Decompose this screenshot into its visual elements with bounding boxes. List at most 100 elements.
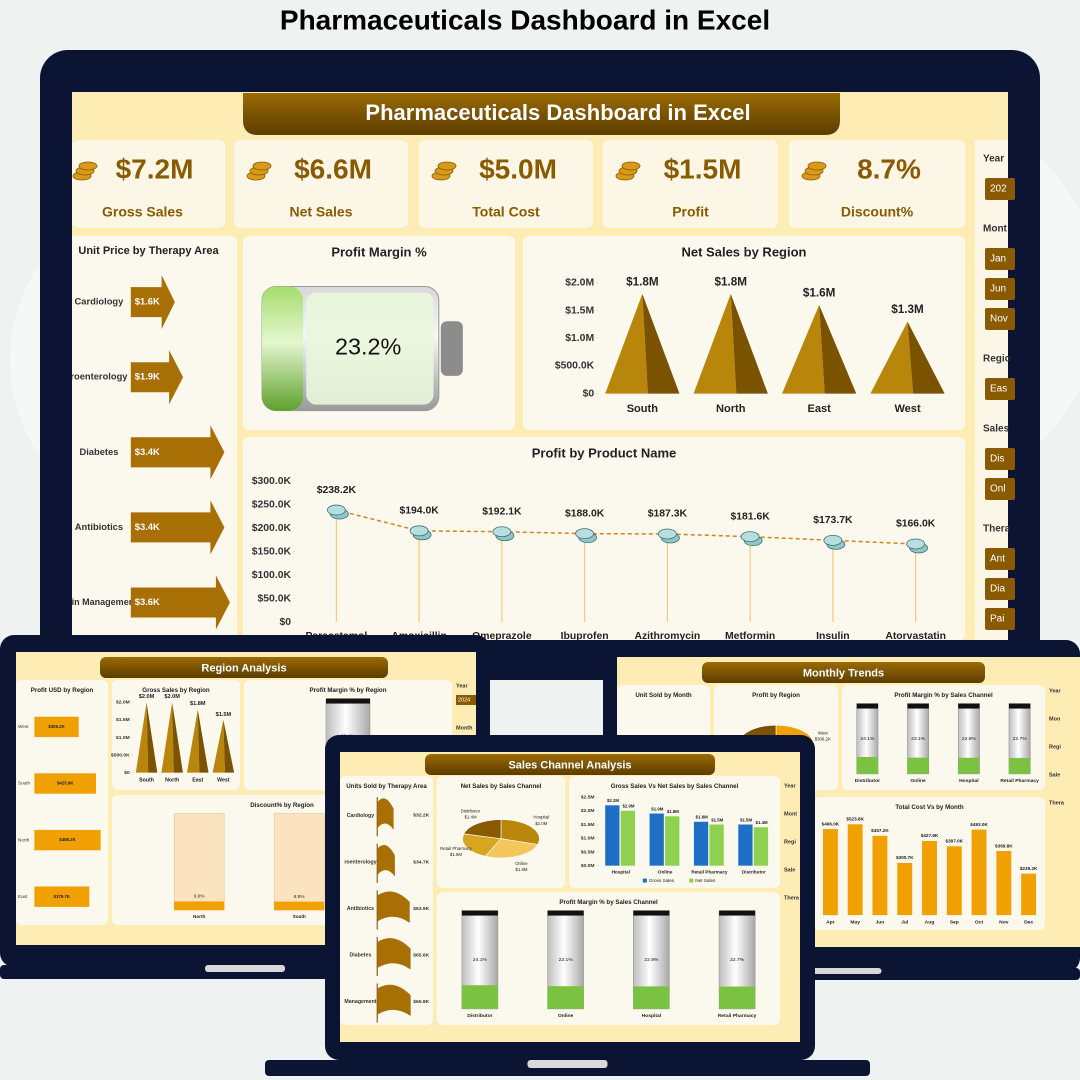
value-label: $65.6K	[413, 952, 429, 958]
banner	[243, 93, 840, 135]
kpi-icon	[252, 161, 272, 171]
x-tick-label: Atorvastatin	[885, 631, 946, 642]
value-label: $1.3M	[891, 303, 923, 316]
y-tick-label: $2.0M	[565, 278, 594, 289]
slicer-label: Year	[456, 683, 468, 689]
slicer-button[interactable]	[985, 478, 1015, 500]
slicer-button[interactable]	[985, 308, 1015, 330]
slicer-button[interactable]	[985, 178, 1015, 200]
cylinder-cap	[461, 910, 498, 916]
y-tick-label: $0	[279, 617, 291, 628]
slicer-label: Thera	[784, 895, 800, 901]
x-tick-label: East	[807, 403, 831, 415]
arrow-bar	[130, 500, 225, 555]
slicer-item: Nov	[990, 314, 1008, 325]
slicer-item: 2024	[458, 697, 470, 703]
chart-title: Gross Sales Vs Net Sales by Sales Channe…	[611, 783, 739, 790]
value-label: $2.2M	[607, 798, 619, 803]
bar	[897, 862, 913, 916]
y-tick-label: $1.0M	[565, 333, 594, 344]
x-tick-label: Dec	[1024, 919, 1033, 925]
pyramid	[870, 321, 914, 394]
x-tick-label: Aug	[925, 919, 935, 925]
arrow-bar	[130, 350, 184, 405]
category-label: Antibiotics	[347, 906, 374, 912]
slice-value: $1.5M	[450, 852, 462, 857]
kpi-icon	[78, 161, 98, 171]
pyramid	[693, 293, 737, 394]
slicer-button[interactable]	[985, 278, 1015, 300]
chart: Total Cost Vs by Month $496.0K Apr $523.8K M…	[814, 797, 1045, 930]
cylinder-cap	[547, 910, 584, 916]
x-tick-label: Retail Pharmacy	[691, 870, 728, 875]
cylinder-cap	[633, 910, 670, 916]
chart-title: Units Sold by Therapy Area	[346, 783, 427, 790]
kpi-label: Profit	[672, 204, 709, 220]
slicer-button[interactable]	[985, 448, 1015, 470]
slicer-button[interactable]	[985, 248, 1015, 270]
slicer-button[interactable]	[985, 608, 1015, 630]
x-tick-label: West	[217, 777, 230, 783]
value-label: $238.2K	[317, 485, 357, 496]
x-tick-label: North	[165, 777, 179, 783]
slicer-button[interactable]	[456, 695, 476, 705]
cylinder-cap	[326, 698, 370, 704]
cylinder-body	[907, 703, 930, 775]
laptop-banner-title: Sales Channel Analysis	[508, 759, 631, 771]
value-label: $427.6K	[921, 833, 939, 838]
column-fill	[174, 901, 225, 911]
value-label: $1.9M	[651, 806, 663, 811]
value-label: $1.4M	[756, 820, 768, 825]
y-tick-label: $1.0M	[581, 836, 595, 842]
slicer-button[interactable]	[985, 378, 1015, 400]
x-tick-label: North	[716, 403, 746, 415]
bar	[738, 824, 753, 866]
slice-category: Distributor	[461, 808, 481, 813]
slicer-item: Ant	[990, 554, 1005, 565]
value-label: $2.0M	[139, 694, 155, 700]
pyramid-shade	[223, 719, 235, 773]
cylinder-fill	[633, 986, 670, 1009]
column-track	[173, 813, 225, 911]
category-label: West	[18, 724, 29, 729]
x-tick-label: South	[627, 403, 659, 415]
value-label: $192.1K	[482, 506, 522, 517]
category-label: roenterology	[344, 859, 376, 865]
kpi-card	[72, 140, 225, 228]
profit-line	[336, 509, 916, 545]
coin-marker	[823, 534, 843, 546]
category-label: Cardiology	[75, 297, 125, 307]
value-label: $181.6K	[730, 511, 770, 522]
slicer-item: Dis	[990, 454, 1004, 465]
laptop-notch	[205, 965, 285, 972]
slicer-button[interactable]	[985, 578, 1015, 600]
x-tick-label: Omeprazole	[472, 631, 532, 642]
coin-marker	[906, 538, 926, 550]
chart-title: Profit USD by Region	[31, 687, 94, 694]
slicer-button[interactable]	[985, 548, 1015, 570]
cylinder-fill	[1008, 757, 1031, 774]
x-tick-label: Hospital	[959, 778, 979, 784]
chart-title: Total Cost Vs by Month	[895, 804, 964, 811]
value-label: 22.7%	[730, 957, 745, 963]
pyramid	[135, 702, 149, 773]
category-label: South	[18, 781, 31, 786]
value-label: $300.7K	[896, 855, 914, 860]
x-tick-label: Oct	[975, 919, 984, 925]
bar	[996, 850, 1012, 916]
legend-label: Gross Sales	[649, 878, 675, 883]
chart: Profit USD by Region West $306.2K South $425…	[16, 680, 108, 925]
coin-marker	[657, 528, 677, 540]
category-label: Cardiology	[347, 813, 375, 819]
y-tick-label: $150.0K	[252, 546, 292, 557]
chart-title: Profit by Product Name	[532, 445, 676, 460]
value-label: 23.1%	[559, 957, 574, 963]
x-tick-label: Metformin	[725, 631, 775, 642]
flag-bar	[377, 844, 395, 877]
chart: Profit Margin % by Sales Channel 24.1% Dis…	[842, 685, 1045, 790]
laptop-banner-title: Region Analysis	[201, 662, 286, 674]
y-tick-label: $0	[124, 770, 130, 776]
y-tick-label: $2.0M	[116, 700, 130, 706]
pyramid	[187, 709, 200, 773]
